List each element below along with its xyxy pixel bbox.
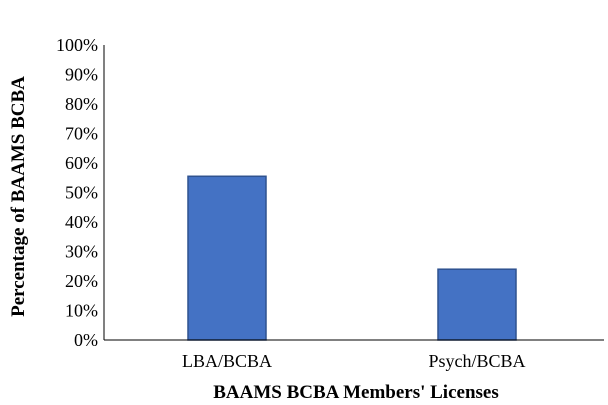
- bar: [437, 268, 517, 341]
- x-tick-label: LBA/BCBA: [182, 351, 272, 371]
- y-tick-label: 20%: [65, 271, 98, 291]
- y-axis-title: Percentage of BAAMS BCBA: [8, 76, 29, 317]
- y-tick-label: 100%: [56, 35, 98, 55]
- y-tick-label: 0%: [74, 330, 98, 350]
- y-axis-ticks: 0% 10% 20% 30% 40% 50% 60% 70% 80% 90% 100%: [56, 35, 98, 350]
- y-tick-label: 80%: [65, 94, 98, 114]
- y-tick-label: 90%: [65, 65, 98, 85]
- bar: [187, 175, 267, 341]
- x-tick-label: Psych/BCBA: [428, 351, 525, 371]
- y-tick-label: 10%: [65, 301, 98, 321]
- y-tick-label: 50%: [65, 183, 98, 203]
- y-tick-label: 70%: [65, 124, 98, 144]
- y-tick-label: 40%: [65, 212, 98, 232]
- y-tick-label: 60%: [65, 153, 98, 173]
- x-axis-ticks: LBA/BCBA Psych/BCBA: [182, 351, 526, 371]
- x-axis-title: BAAMS BCBA Members' Licenses: [213, 382, 499, 403]
- bars-group: [187, 175, 517, 341]
- y-tick-label: 30%: [65, 242, 98, 262]
